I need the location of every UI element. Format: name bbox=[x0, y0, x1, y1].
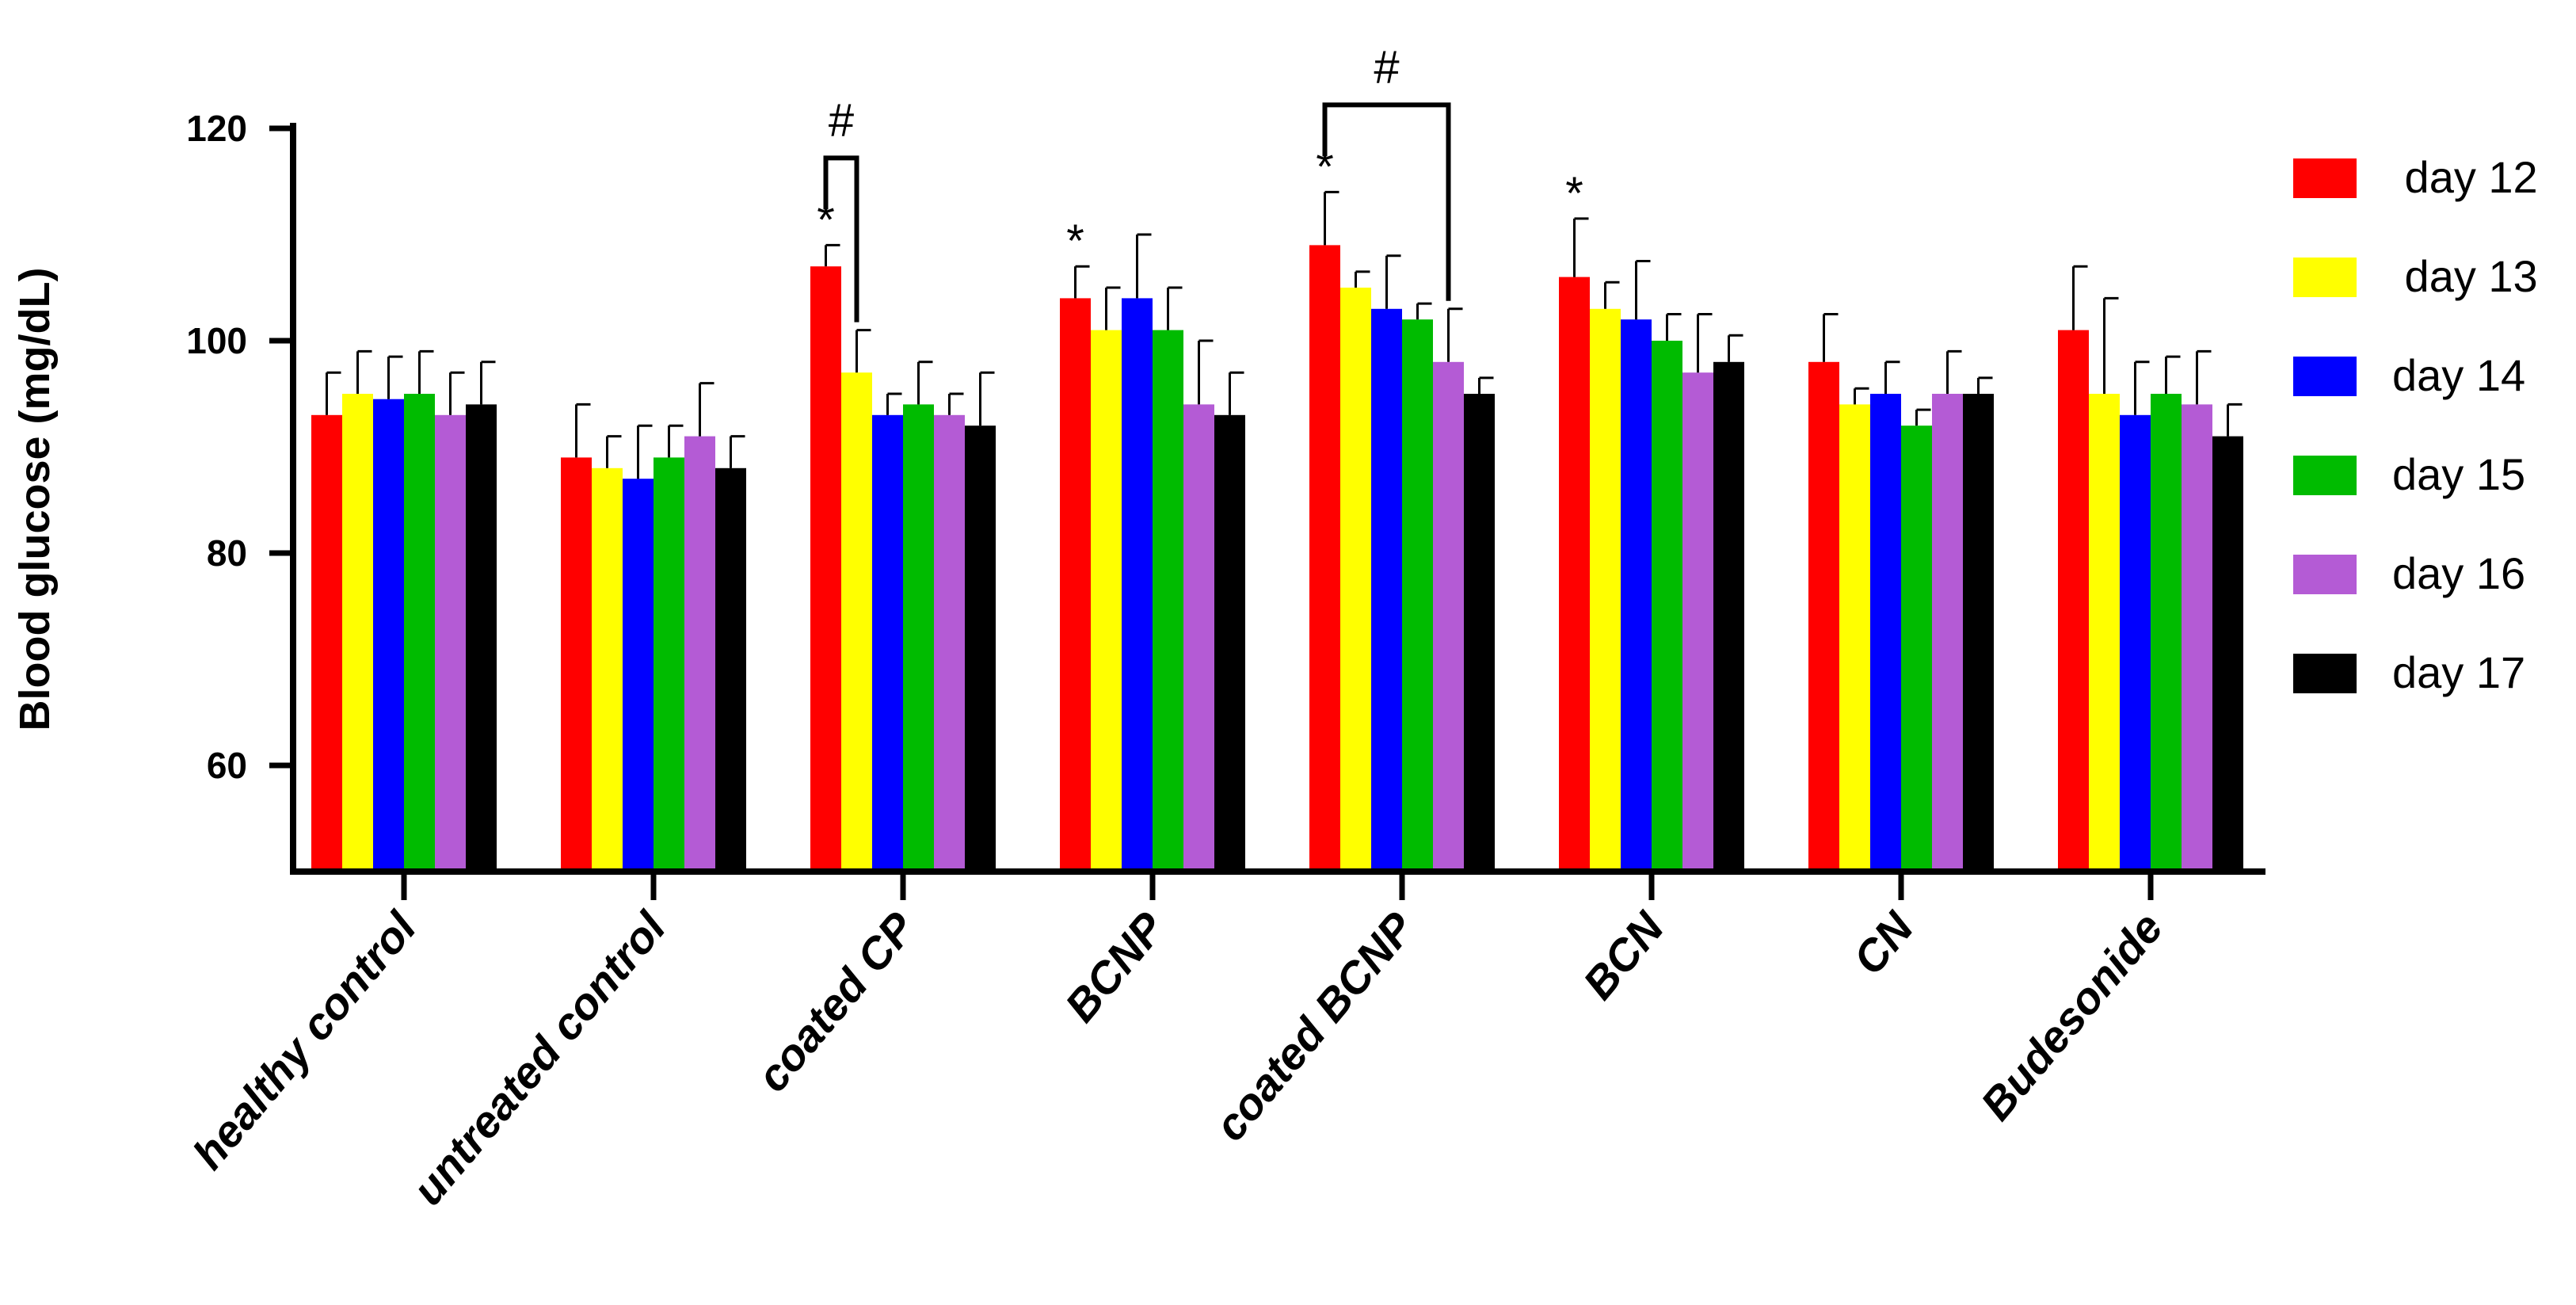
significance-star: * bbox=[1316, 141, 1334, 193]
legend-swatch-2 bbox=[2293, 258, 2357, 297]
y-tick-label-60: 60 bbox=[207, 745, 247, 786]
annotations-layer: * * * * # # bbox=[817, 41, 1583, 322]
bar-healthy-control-series-1 bbox=[311, 414, 342, 872]
bar-healthy-control-series-4 bbox=[404, 394, 435, 872]
bar-bcnp-series-3 bbox=[1122, 298, 1153, 872]
x-category-label-bcn: BCN bbox=[1573, 902, 1674, 1009]
bar-bcnp-series-2 bbox=[1091, 330, 1122, 872]
bar-bcn-series-1 bbox=[1559, 277, 1590, 872]
bar-coated-bcnp-series-6 bbox=[1464, 394, 1495, 872]
significance-bracket bbox=[1322, 102, 1451, 301]
legend-swatch-5 bbox=[2293, 555, 2357, 594]
legend: day 12 day 13 day 14 day 15 day 16 day 17 bbox=[2293, 152, 2538, 697]
significance-star: * bbox=[1066, 216, 1084, 267]
bar-bcnp-series-5 bbox=[1183, 404, 1214, 872]
significance-hash: # bbox=[1374, 41, 1399, 93]
y-tick-label-80: 80 bbox=[207, 532, 247, 574]
bar-budesonide-series-4 bbox=[2151, 394, 2182, 872]
x-category-label-bcnp: BCNP bbox=[1055, 902, 1175, 1032]
bar-cn-series-5 bbox=[1932, 394, 1963, 872]
bar-budesonide-series-3 bbox=[2120, 414, 2151, 872]
x-category-label-untreated-control: untreated control bbox=[402, 902, 676, 1214]
bar-untreated-control-series-3 bbox=[623, 479, 654, 872]
bar-cn-series-1 bbox=[1808, 361, 1839, 872]
significance-star: * bbox=[1565, 168, 1583, 219]
bar-coated-cp-series-2 bbox=[841, 372, 872, 872]
bar-budesonide-series-1 bbox=[2058, 330, 2089, 872]
y-tick-label-100: 100 bbox=[186, 320, 247, 361]
bar-healthy-control-series-5 bbox=[435, 414, 466, 872]
bar-untreated-control-series-6 bbox=[715, 467, 746, 872]
legend-label-1: day 12 bbox=[2392, 152, 2538, 202]
bar-coated-bcnp-series-4 bbox=[1402, 319, 1433, 872]
bar-cn-series-2 bbox=[1839, 404, 1870, 872]
x-category-label-coated-cp: coated CP bbox=[747, 902, 925, 1101]
bar-healthy-control-series-6 bbox=[466, 404, 497, 872]
significance-star: * bbox=[817, 194, 835, 246]
bar-coated-cp-series-1 bbox=[810, 266, 841, 872]
legend-label-2: day 13 bbox=[2392, 251, 2538, 301]
bar-coated-bcnp-series-2 bbox=[1340, 288, 1371, 872]
bar-bcn-series-6 bbox=[1713, 361, 1744, 872]
bar-budesonide-series-2 bbox=[2089, 394, 2120, 872]
bar-budesonide-series-6 bbox=[2212, 436, 2243, 872]
bar-healthy-control-series-2 bbox=[342, 394, 373, 872]
x-category-label-healthy-control: healthy control bbox=[183, 902, 426, 1178]
bar-cn-series-6 bbox=[1963, 394, 1994, 872]
bar-bcnp-series-6 bbox=[1214, 414, 1245, 872]
significance-hash: # bbox=[829, 94, 854, 146]
bar-untreated-control-series-5 bbox=[684, 436, 715, 872]
bar-coated-bcnp-series-3 bbox=[1371, 308, 1402, 872]
bar-coated-bcnp-series-1 bbox=[1309, 245, 1340, 872]
bar-coated-cp-series-3 bbox=[872, 414, 903, 872]
bar-coated-bcnp-series-5 bbox=[1433, 361, 1464, 872]
legend-label-5: day 16 bbox=[2392, 548, 2525, 598]
x-category-label-cn: CN bbox=[1843, 902, 1923, 984]
bar-bcn-series-3 bbox=[1621, 319, 1652, 872]
x-category-label-coated-bcnp: coated BCNP bbox=[1205, 902, 1424, 1150]
bars-layer bbox=[311, 245, 2243, 872]
error-bars-layer bbox=[326, 190, 2243, 479]
significance-bracket bbox=[823, 155, 859, 322]
y-tick-label-120: 120 bbox=[186, 108, 247, 149]
bar-coated-cp-series-5 bbox=[934, 414, 965, 872]
bar-untreated-control-series-2 bbox=[592, 467, 623, 872]
legend-swatch-4 bbox=[2293, 456, 2357, 495]
legend-swatch-3 bbox=[2293, 357, 2357, 396]
bar-budesonide-series-5 bbox=[2182, 404, 2212, 872]
x-category-label-budesonide: Budesonide bbox=[1971, 902, 2172, 1129]
legend-label-6: day 17 bbox=[2392, 647, 2525, 697]
bar-bcnp-series-4 bbox=[1153, 330, 1183, 872]
bar-bcnp-series-1 bbox=[1060, 298, 1091, 872]
bar-untreated-control-series-1 bbox=[561, 457, 592, 872]
bar-cn-series-4 bbox=[1901, 425, 1932, 872]
legend-label-4: day 15 bbox=[2392, 449, 2525, 499]
bar-coated-cp-series-4 bbox=[903, 404, 934, 872]
legend-swatch-1 bbox=[2293, 158, 2357, 198]
bar-bcn-series-4 bbox=[1652, 341, 1682, 872]
bar-untreated-control-series-4 bbox=[654, 457, 684, 872]
y-axis-label: Blood glucose (mg/dL) bbox=[11, 268, 59, 731]
bar-healthy-control-series-3 bbox=[373, 399, 404, 872]
bar-bcn-series-5 bbox=[1682, 372, 1713, 872]
legend-label-3: day 14 bbox=[2392, 350, 2525, 400]
bar-cn-series-3 bbox=[1870, 394, 1901, 872]
bar-coated-cp-series-6 bbox=[965, 425, 996, 872]
legend-swatch-6 bbox=[2293, 654, 2357, 693]
bar-bcn-series-2 bbox=[1590, 308, 1621, 872]
